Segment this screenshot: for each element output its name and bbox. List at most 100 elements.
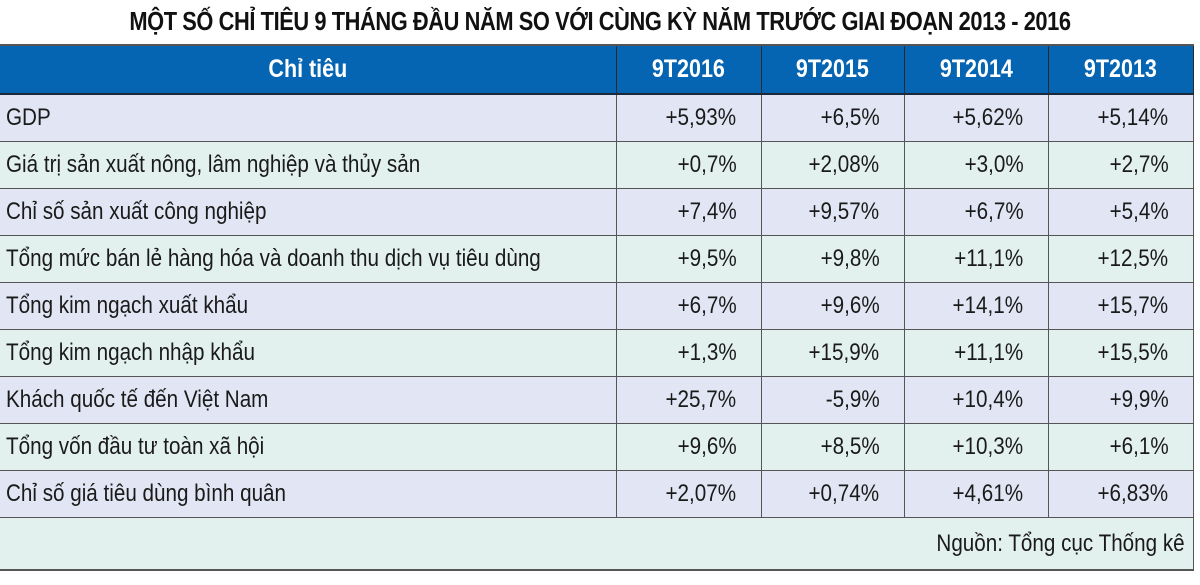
- cell-value: +6,7%: [964, 198, 1024, 225]
- cell-value: +15,9%: [808, 339, 880, 366]
- cell-9t2013: +5,4%: [1047, 188, 1194, 236]
- statistics-table: Chỉ tiêu 9T2016 9T2015 9T2014 9T2013 GDP…: [0, 44, 1194, 571]
- cell-value: +1,3%: [677, 339, 737, 366]
- cell-value: +7,4%: [677, 198, 737, 225]
- cell-value: +15,7%: [1097, 292, 1169, 319]
- cell-value: +4,61%: [952, 480, 1024, 507]
- cell-value: +10,3%: [952, 433, 1024, 460]
- row-label: Giá trị sản xuất nông, lâm nghiệp và thủ…: [0, 141, 617, 189]
- table-row: Khách quốc tế đến Việt Nam +25,7% -5,9% …: [0, 376, 1194, 424]
- cell-value: +5,14%: [1097, 104, 1169, 131]
- cell-value: +14,1%: [952, 292, 1024, 319]
- cell-value: +9,6%: [677, 433, 737, 460]
- row-label-text: Tổng kim ngạch nhập khẩu: [6, 339, 255, 366]
- cell-value: +0,74%: [808, 480, 880, 507]
- cell-9t2016: +7,4%: [615, 188, 762, 236]
- cell-9t2015: +9,57%: [760, 188, 905, 236]
- cell-value: +10,4%: [952, 386, 1024, 413]
- header-9t2014: 9T2014: [903, 44, 1049, 95]
- cell-9t2013: +15,5%: [1047, 329, 1194, 377]
- table-row: Tổng mức bán lẻ hàng hóa và doanh thu dị…: [0, 235, 1194, 283]
- cell-value: +11,1%: [954, 339, 1024, 366]
- cell-9t2014: +11,1%: [903, 235, 1049, 283]
- cell-9t2013: +9,9%: [1047, 376, 1194, 424]
- header-label: Chỉ tiêu: [268, 55, 348, 83]
- header-9t2015: 9T2015: [760, 44, 905, 95]
- cell-9t2013: +2,7%: [1047, 141, 1194, 189]
- cell-9t2014: +11,1%: [903, 329, 1049, 377]
- cell-value: +5,4%: [1109, 198, 1169, 225]
- cell-value: +0,7%: [677, 151, 737, 178]
- cell-9t2013: +12,5%: [1047, 235, 1194, 283]
- row-label-text: Tổng mức bán lẻ hàng hóa và doanh thu dị…: [6, 245, 541, 272]
- cell-9t2016: +5,93%: [615, 93, 762, 142]
- cell-value: +25,7%: [665, 386, 737, 413]
- row-label: Tổng vốn đầu tư toàn xã hội: [0, 423, 617, 471]
- row-label-text: GDP: [6, 104, 51, 131]
- table-row: Chỉ số sản xuất công nghiệp +7,4% +9,57%…: [0, 188, 1194, 236]
- cell-9t2013: +6,83%: [1047, 470, 1194, 518]
- cell-9t2014: +10,4%: [903, 376, 1049, 424]
- cell-value: +9,9%: [1109, 386, 1169, 413]
- header-indicator: Chỉ tiêu: [0, 44, 617, 95]
- cell-9t2013: +6,1%: [1047, 423, 1194, 471]
- row-label: Chỉ số sản xuất công nghiệp: [0, 188, 617, 236]
- cell-value: +8,5%: [820, 433, 880, 460]
- cell-value: +3,0%: [964, 151, 1024, 178]
- table-row: GDP +5,93% +6,5% +5,62% +5,14%: [0, 93, 1194, 142]
- row-label-text: Giá trị sản xuất nông, lâm nghiệp và thủ…: [6, 151, 421, 178]
- source-text: Nguồn: Tổng cục Thống kê: [936, 529, 1185, 557]
- cell-9t2016: +25,7%: [615, 376, 762, 424]
- cell-9t2015: +8,5%: [760, 423, 905, 471]
- source-row: Nguồn: Tổng cục Thống kê: [0, 517, 1194, 571]
- row-label: Chỉ số giá tiêu dùng bình quân: [0, 470, 617, 518]
- cell-9t2015: +0,74%: [760, 470, 905, 518]
- cell-9t2015: +9,8%: [760, 235, 905, 283]
- header-9t2016: 9T2016: [615, 44, 762, 95]
- table-title: MỘT SỐ CHỈ TIÊU 9 THÁNG ĐẦU NĂM SO VỚI C…: [129, 6, 1071, 36]
- table-row: Tổng kim ngạch xuất khẩu +6,7% +9,6% +14…: [0, 282, 1194, 330]
- cell-9t2014: +4,61%: [903, 470, 1049, 518]
- cell-9t2016: +6,7%: [615, 282, 762, 330]
- table-row: Tổng kim ngạch nhập khẩu +1,3% +15,9% +1…: [0, 329, 1194, 377]
- cell-value: +2,08%: [808, 151, 880, 178]
- cell-9t2015: +9,6%: [760, 282, 905, 330]
- row-label-text: Chỉ số sản xuất công nghiệp: [6, 198, 267, 225]
- cell-value: +5,62%: [952, 104, 1024, 131]
- cell-9t2013: +5,14%: [1047, 93, 1194, 142]
- cell-9t2014: +10,3%: [903, 423, 1049, 471]
- row-label: Tổng kim ngạch nhập khẩu: [0, 329, 617, 377]
- cell-9t2015: +2,08%: [760, 141, 905, 189]
- cell-9t2014: +3,0%: [903, 141, 1049, 189]
- table-row: Chỉ số giá tiêu dùng bình quân +2,07% +0…: [0, 470, 1194, 518]
- cell-9t2015: -5,9%: [760, 376, 905, 424]
- cell-9t2015: +6,5%: [760, 93, 905, 142]
- row-label-text: Khách quốc tế đến Việt Nam: [6, 386, 269, 413]
- row-label-text: Tổng vốn đầu tư toàn xã hội: [6, 433, 265, 460]
- cell-value: +6,1%: [1109, 433, 1169, 460]
- source-note: Nguồn: Tổng cục Thống kê: [0, 517, 1194, 571]
- cell-9t2016: +9,5%: [615, 235, 762, 283]
- cell-9t2016: +2,07%: [615, 470, 762, 518]
- cell-value: +9,8%: [820, 245, 880, 272]
- cell-value: +6,5%: [820, 104, 880, 131]
- cell-value: +2,7%: [1109, 151, 1169, 178]
- row-label-text: Tổng kim ngạch xuất khẩu: [6, 292, 249, 319]
- cell-value: +12,5%: [1097, 245, 1169, 272]
- row-label: Khách quốc tế đến Việt Nam: [0, 376, 617, 424]
- header-9t2013: 9T2013: [1047, 44, 1194, 95]
- cell-value: +11,1%: [954, 245, 1024, 272]
- cell-value: -5,9%: [825, 386, 880, 413]
- cell-value: +6,7%: [677, 292, 737, 319]
- row-label: Tổng mức bán lẻ hàng hóa và doanh thu dị…: [0, 235, 617, 283]
- header-label: 9T2014: [939, 55, 1013, 83]
- cell-value: +9,57%: [808, 198, 880, 225]
- cell-9t2014: +6,7%: [903, 188, 1049, 236]
- row-label: Tổng kim ngạch xuất khẩu: [0, 282, 617, 330]
- header-label: 9T2016: [652, 55, 725, 83]
- cell-value: +9,6%: [820, 292, 880, 319]
- header-row: Chỉ tiêu 9T2016 9T2015 9T2014 9T2013: [0, 44, 1194, 95]
- cell-9t2014: +14,1%: [903, 282, 1049, 330]
- cell-9t2015: +15,9%: [760, 329, 905, 377]
- row-label-text: Chỉ số giá tiêu dùng bình quân: [6, 480, 287, 507]
